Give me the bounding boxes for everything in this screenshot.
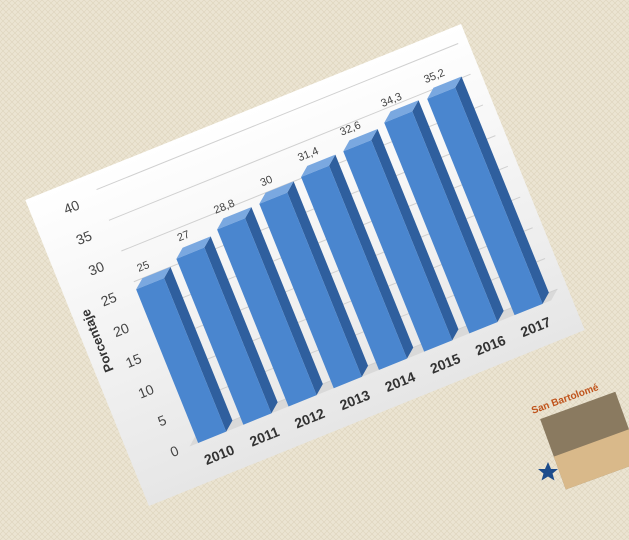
bar xyxy=(259,192,362,389)
bar-top xyxy=(259,181,294,204)
bar xyxy=(301,165,407,370)
bar xyxy=(384,111,498,334)
bar xyxy=(427,87,543,316)
y-tick-label: 30 xyxy=(86,258,107,279)
bar xyxy=(343,140,453,352)
bar-side xyxy=(371,128,459,341)
grid-line xyxy=(96,43,459,191)
floor xyxy=(189,289,558,447)
bar xyxy=(176,247,272,425)
star-icon xyxy=(538,462,558,481)
bar-top xyxy=(343,128,378,152)
bar-side xyxy=(455,76,549,304)
plot: 0510152025303540Porcentaje20102520112720… xyxy=(25,23,585,507)
value-label: 30 xyxy=(259,174,275,190)
bar-side xyxy=(287,181,369,377)
value-label: 25 xyxy=(135,259,151,275)
y-tick-label: 10 xyxy=(136,381,157,402)
y-tick-label: 25 xyxy=(98,289,119,310)
bar xyxy=(136,278,227,443)
value-label: 27 xyxy=(176,229,192,245)
bar-side xyxy=(412,100,504,323)
y-tick-label: 35 xyxy=(74,227,95,248)
bar-side xyxy=(329,154,414,359)
bar-top xyxy=(217,207,252,230)
y-tick-label: 40 xyxy=(61,197,82,218)
bar-top xyxy=(176,236,211,259)
bar-top xyxy=(136,266,171,290)
bar-side xyxy=(204,236,278,414)
bar-top xyxy=(301,154,336,178)
bar xyxy=(217,218,317,407)
grid-line xyxy=(108,73,471,221)
bar-top xyxy=(427,76,462,99)
y-tick-label: 15 xyxy=(123,350,144,371)
bar-side xyxy=(245,207,323,396)
photo-dunes xyxy=(553,429,629,490)
photo: San Bartolomé xyxy=(530,382,629,490)
y-tick-label: 20 xyxy=(111,319,132,340)
bar-side xyxy=(164,266,233,432)
bar-top xyxy=(384,100,419,123)
